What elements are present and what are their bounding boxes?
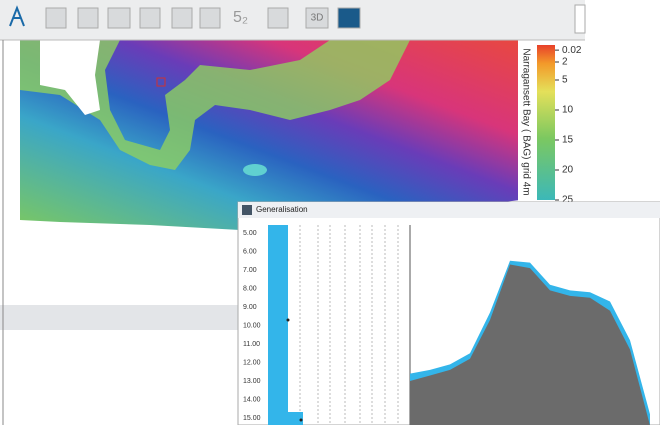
window-title: Generalisation	[256, 205, 308, 214]
profile-bar	[268, 225, 288, 425]
select-button[interactable]	[108, 8, 130, 28]
edit-button[interactable]	[172, 8, 192, 28]
colorbar-tick-label: 10	[562, 105, 574, 116]
y-tick-label: 8.00	[243, 285, 257, 292]
colorbar-tick-label: 15	[562, 135, 574, 146]
point	[287, 319, 290, 322]
y-tick-label: 10.00	[243, 322, 261, 329]
colorbar-label: Narragansett Bay ( BAG) grid 4m	[520, 48, 531, 195]
y-tick-label: 11.00	[243, 341, 260, 348]
y-tick-label: 5.00	[243, 230, 257, 237]
window-icon	[242, 205, 252, 215]
toolbar-buttons	[10, 8, 360, 28]
y-tick-label: 12.00	[243, 359, 261, 366]
colorbar-tick-label: 20	[562, 165, 574, 176]
point	[300, 419, 303, 422]
three-d-label: 3D	[311, 13, 324, 24]
y-tick-label: 9.00	[243, 304, 257, 311]
y-tick-label: 7.00	[243, 267, 257, 274]
crop-button[interactable]	[78, 8, 98, 28]
y-tick-label: 15.00	[243, 415, 261, 422]
y-tick-label: 13.00	[243, 378, 261, 385]
shoal	[243, 164, 267, 176]
map-button[interactable]	[200, 8, 220, 28]
grid-button[interactable]	[46, 8, 66, 28]
import-button[interactable]	[268, 8, 288, 28]
colorbar-tick-label: 2	[562, 57, 568, 68]
screen: Narragansett Bay ( BAG) grid 4m 0.022 5 10…	[0, 0, 660, 425]
colorbar	[537, 45, 555, 200]
y-tick-label: 6.00	[243, 248, 257, 255]
colorbar-tick-label: 0.02	[562, 45, 582, 56]
profile-bar-foot	[268, 412, 303, 425]
raster-button[interactable]	[140, 8, 160, 28]
camera-button[interactable]	[338, 8, 360, 28]
subscript-button-label: 5₂	[233, 9, 248, 26]
toolbar-edge	[575, 5, 585, 33]
status-bar	[0, 305, 238, 330]
y-tick-label: 14.00	[243, 396, 261, 403]
colorbar-tick-label: 5	[562, 75, 568, 86]
